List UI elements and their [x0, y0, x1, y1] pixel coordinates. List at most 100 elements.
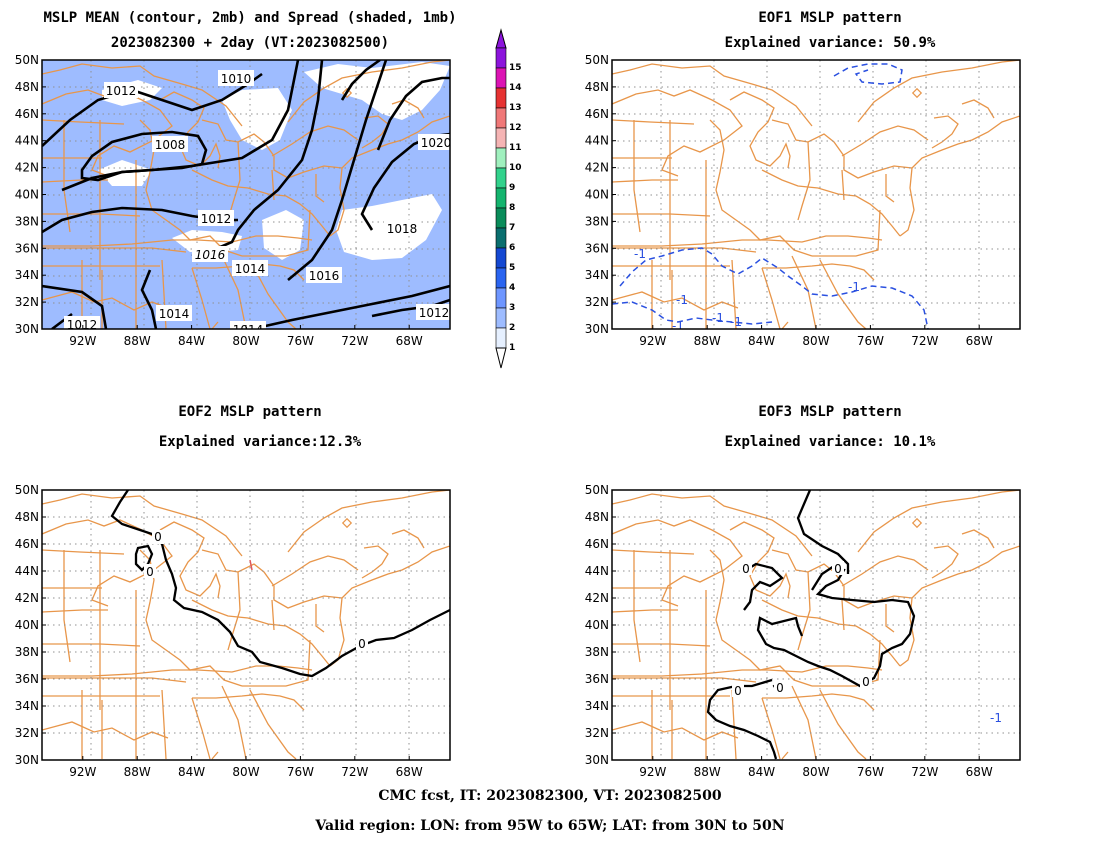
lon-tick-label: 80W — [802, 334, 829, 348]
contour-label: 1014 — [233, 323, 264, 337]
lat-tick-label: 30N — [15, 322, 39, 336]
colorbar-label: 7 — [509, 223, 515, 233]
lon-tick-label: 88W — [124, 765, 151, 779]
lat-tick-label: 40N — [15, 188, 39, 202]
lon-tick-label: 76W — [287, 765, 314, 779]
contour-label: 1012 — [67, 318, 98, 332]
colorbar-segment — [495, 67, 507, 89]
colorbar-label: 4 — [509, 283, 515, 293]
colorbar-segment — [495, 287, 507, 309]
lon-tick-label: 88W — [124, 334, 151, 348]
colorbar-segment — [495, 307, 507, 329]
lat-tick-label: 34N — [15, 699, 39, 713]
colorbar-label: 3 — [509, 303, 515, 313]
panel2-title-line1: EOF1 MSLP pattern — [758, 10, 902, 26]
spread-low-area-6 — [262, 210, 304, 260]
colorbar-segment — [495, 147, 507, 169]
lon-tick-label: 84W — [748, 334, 775, 348]
lon-tick-label: 80W — [232, 765, 259, 779]
colorbar-segment — [495, 87, 507, 109]
lon-tick-label: 92W — [639, 765, 666, 779]
contour-label: 0 — [358, 637, 366, 651]
colorbar-segment — [495, 207, 507, 229]
lat-tick-label: 30N — [585, 322, 609, 336]
colorbar-label: 10 — [509, 163, 522, 173]
panel3-title-line2: Explained variance:12.3% — [158, 434, 362, 450]
lon-tick-label: 92W — [69, 765, 96, 779]
lon-tick-label: 84W — [748, 765, 775, 779]
contour-label: -1 — [990, 711, 1002, 725]
lat-tick-label: 34N — [585, 699, 609, 713]
colorbar-segment — [495, 327, 507, 349]
lon-tick-label: 92W — [69, 334, 96, 348]
lon-tick-label: 84W — [178, 334, 205, 348]
footer-line2: Valid region: LON: from 95W to 65W; LAT:… — [315, 818, 785, 834]
lat-tick-label: 48N — [15, 510, 39, 524]
contour-label: 0 — [742, 562, 750, 576]
lat-tick-label: 32N — [585, 295, 609, 309]
lon-tick-label: 88W — [694, 334, 721, 348]
lat-tick-label: 42N — [15, 591, 39, 605]
contour-label: 0 — [154, 530, 162, 544]
lon-tick-label: 68W — [396, 334, 423, 348]
lat-tick-label: 44N — [585, 134, 609, 148]
colorbar-segment — [495, 227, 507, 249]
contour-label: 0 — [734, 684, 742, 698]
contour-label: 0 — [776, 681, 784, 695]
colorbar-label: 2 — [509, 323, 515, 333]
panel1-title-line1: MSLP MEAN (contour, 2mb) and Spread (sha… — [43, 10, 457, 26]
lat-tick-label: 46N — [15, 537, 39, 551]
lat-tick-label: 32N — [15, 726, 39, 740]
contour-label: 1012 — [106, 84, 137, 98]
lat-tick-label: 36N — [15, 672, 39, 686]
contour-label: -1 — [730, 315, 742, 329]
colorbar-label: 6 — [509, 243, 515, 253]
lat-tick-label: 34N — [15, 268, 39, 282]
axis-labels: 50N 48N 46N 44N 42N 40N 38N 36N 34N 32N 30N 92W 88W 8… — [15, 53, 993, 779]
lat-tick-label: 38N — [15, 214, 39, 228]
colorbar-segment — [495, 247, 507, 269]
contour-label: 1008 — [155, 138, 186, 152]
lon-tick-label: 72W — [341, 334, 368, 348]
contour-label: 1014 — [159, 307, 190, 321]
lat-tick-label: 50N — [15, 53, 39, 67]
lat-tick-label: 40N — [585, 618, 609, 632]
panel4-map: 0 0 0 0 0 -1 — [611, 489, 1021, 761]
contour-label: 1012 — [201, 212, 232, 226]
lat-tick-label: 46N — [15, 107, 39, 121]
lat-tick-label: 42N — [15, 161, 39, 175]
contour-label: 1014 — [235, 262, 266, 276]
colorbar-label: 9 — [509, 183, 515, 193]
contour-label: 1016 — [309, 269, 340, 283]
colorbar-label: 14 — [509, 83, 522, 93]
colorbar-segment — [495, 187, 507, 209]
lat-tick-label: 46N — [585, 107, 609, 121]
contour-label: -1 — [672, 319, 684, 333]
colorbar-label: 13 — [509, 103, 522, 113]
lon-tick-label: 72W — [911, 334, 938, 348]
lon-tick-label: 76W — [857, 334, 884, 348]
lon-tick-label: 68W — [966, 334, 993, 348]
lat-tick-label: 32N — [15, 295, 39, 309]
lat-tick-label: 42N — [585, 161, 609, 175]
panel3-map: 0 0 0 — [41, 489, 451, 761]
lat-tick-label: 48N — [585, 510, 609, 524]
colorbar-label: 11 — [509, 143, 522, 153]
colorbar: 15 14 13 12 11 10 9 8 7 6 5 4 3 2 1 — [495, 28, 522, 369]
contour-label: -1 — [634, 247, 646, 261]
contour-label: 1012 — [419, 306, 450, 320]
panel1-map: 1012 1010 1008 1012 1016 1014 1014 1016 … — [41, 59, 451, 337]
lat-tick-label: 38N — [585, 645, 609, 659]
contour-label: 0 — [146, 565, 154, 579]
panel2-title-line2: Explained variance: 50.9% — [724, 35, 936, 51]
colorbar-segment — [495, 107, 507, 129]
contour-label: 0 — [834, 562, 842, 576]
lon-tick-label: 76W — [287, 334, 314, 348]
lon-tick-label: 92W — [639, 334, 666, 348]
panel1-title-line2: 2023082300 + 2day (VT:2023082500) — [110, 35, 390, 51]
colorbar-segment — [495, 47, 507, 69]
lat-tick-label: 38N — [15, 645, 39, 659]
lon-tick-label: 80W — [232, 334, 259, 348]
lat-tick-label: 32N — [585, 726, 609, 740]
